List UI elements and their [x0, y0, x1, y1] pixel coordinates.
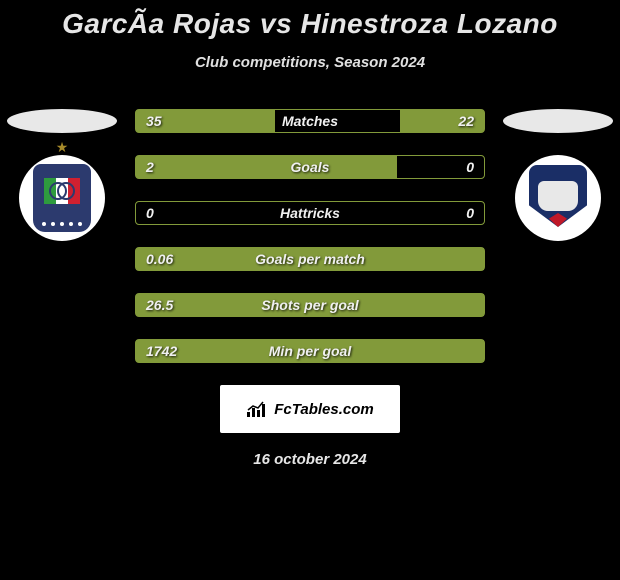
left-crest-dots — [33, 222, 91, 226]
stat-value-left: 2 — [146, 159, 154, 175]
stat-bar: 0.06 Goals per match — [135, 247, 485, 271]
brand-badge[interactable]: FcTables.com — [220, 385, 400, 433]
stat-value-right: 0 — [466, 205, 474, 221]
stat-bar: 0 Hattricks 0 — [135, 201, 485, 225]
left-player-placeholder — [7, 109, 117, 133]
stats-bars: 35Matches222Goals00Hattricks00.06Goals p… — [135, 109, 485, 363]
stat-bar: 35 Matches 22 — [135, 109, 485, 133]
stat-label: Goals — [291, 159, 330, 175]
right-crest-shield — [523, 163, 593, 233]
stat-value-left: 0.06 — [146, 251, 173, 267]
stat-fill-left — [136, 156, 397, 178]
stat-label: Hattricks — [280, 205, 340, 221]
stat-bar: 26.5 Shots per goal — [135, 293, 485, 317]
stat-label: Min per goal — [269, 343, 351, 359]
stat-bar: 1742 Min per goal — [135, 339, 485, 363]
chart-icon — [246, 400, 268, 418]
brand-text: FcTables.com — [274, 401, 373, 418]
stat-value-left: 26.5 — [146, 297, 173, 313]
footer-date: 16 october 2024 — [0, 451, 620, 468]
star-icon: ★ — [56, 139, 69, 156]
left-player-col: ★ — [7, 109, 117, 241]
stat-value-right: 0 — [466, 159, 474, 175]
left-club-crest: ★ — [19, 155, 105, 241]
page-title: GarcÃ­a Rojas vs Hinestroza Lozano — [0, 8, 620, 40]
subtitle: Club competitions, Season 2024 — [0, 54, 620, 71]
right-club-crest — [515, 155, 601, 241]
right-player-placeholder — [503, 109, 613, 133]
stat-value-left: 1742 — [146, 343, 177, 359]
stat-value-left: 35 — [146, 113, 162, 129]
stat-bar: 2 Goals 0 — [135, 155, 485, 179]
stat-value-right: 22 — [458, 113, 474, 129]
main-row: ★ 35Matches222Goals00Hattricks00.06Goals… — [0, 109, 620, 363]
stat-value-left: 0 — [146, 205, 154, 221]
right-player-col — [503, 109, 613, 241]
stat-label: Shots per goal — [261, 297, 358, 313]
infographic-container: GarcÃ­a Rojas vs Hinestroza Lozano Club … — [0, 0, 620, 468]
stat-label: Goals per match — [255, 251, 365, 267]
left-crest-rings — [49, 182, 75, 200]
stat-label: Matches — [282, 113, 338, 129]
left-crest-shield — [33, 164, 91, 232]
